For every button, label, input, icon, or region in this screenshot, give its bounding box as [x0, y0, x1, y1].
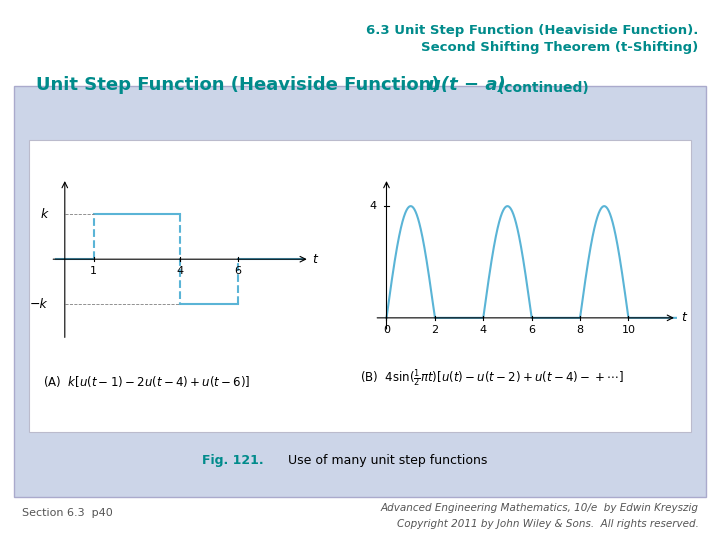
FancyBboxPatch shape — [14, 86, 706, 497]
Text: 4: 4 — [176, 266, 184, 276]
Text: 1: 1 — [90, 266, 97, 276]
Text: (A)  $k[u(t-1)-2u(t-4)+u(t-6)]$: (A) $k[u(t-1)-2u(t-4)+u(t-6)]$ — [43, 374, 251, 389]
Text: Advanced Engineering Mathematics, 10/e  by Edwin Kreyszig: Advanced Engineering Mathematics, 10/e b… — [380, 503, 698, 513]
Text: k: k — [40, 208, 48, 221]
Text: (continued): (continued) — [493, 80, 589, 94]
Text: 6.3 Unit Step Function (Heaviside Function).: 6.3 Unit Step Function (Heaviside Functi… — [366, 24, 698, 37]
Text: t: t — [682, 312, 686, 325]
Text: t: t — [312, 253, 318, 266]
Text: Second Shifting Theorem (t-Shifting): Second Shifting Theorem (t-Shifting) — [421, 40, 698, 53]
Text: Section 6.3  p40: Section 6.3 p40 — [22, 508, 112, 518]
Text: (B)  $4\sin(\frac{1}{2}\pi t)[u(t)-u(t-2)+u(t-4)-+\cdots]$: (B) $4\sin(\frac{1}{2}\pi t)[u(t)-u(t-2)… — [360, 367, 624, 389]
Text: u(t − a): u(t − a) — [428, 77, 506, 94]
Text: 2: 2 — [431, 325, 438, 335]
FancyBboxPatch shape — [29, 140, 691, 432]
Text: 0: 0 — [383, 325, 390, 335]
Text: 6: 6 — [234, 266, 241, 276]
Text: 10: 10 — [621, 325, 636, 335]
Text: 4: 4 — [480, 325, 487, 335]
Text: Fig. 121.: Fig. 121. — [202, 454, 264, 467]
Text: 6: 6 — [528, 325, 535, 335]
Text: Use of many unit step functions: Use of many unit step functions — [284, 454, 487, 467]
Text: Unit Step Function (Heaviside Function): Unit Step Function (Heaviside Function) — [36, 77, 446, 94]
Text: Copyright 2011 by John Wiley & Sons.  All rights reserved.: Copyright 2011 by John Wiley & Sons. All… — [397, 519, 698, 529]
Text: 4: 4 — [369, 201, 377, 211]
Text: −k: −k — [30, 298, 48, 310]
Text: 8: 8 — [577, 325, 584, 335]
